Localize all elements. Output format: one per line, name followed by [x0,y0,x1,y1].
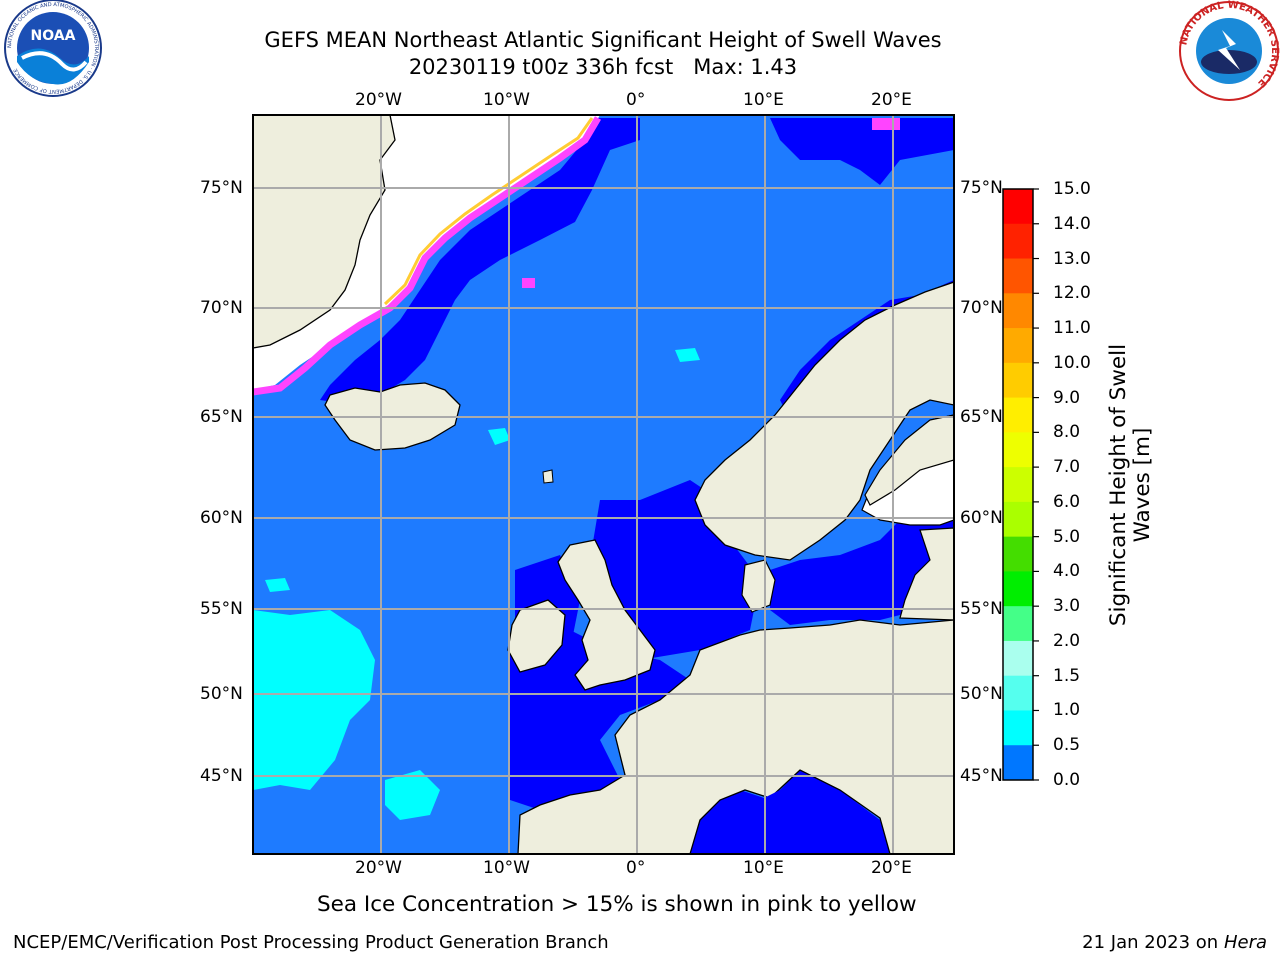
lon-label-bottom: 10°E [743,858,784,878]
noaa-logo-text: NOAA [31,28,76,44]
colorbar-tick-label: 10.0 [1053,352,1091,373]
colorbar-block [1003,223,1033,260]
colorbar-tick-label: 1.0 [1053,700,1081,721]
lat-label-left: 75°N [200,178,243,198]
cyan-swell-patch-southwest [385,770,440,820]
colorbar-block [1003,362,1033,399]
colorbar-tick-label: 8.0 [1053,422,1081,443]
colorbar-block [1003,571,1033,607]
lat-label-left: 65°N [200,407,243,427]
lon-label-top: 20°W [355,90,402,110]
lat-label-left: 60°N [200,508,243,528]
lat-label-right: 65°N [960,407,1003,427]
low-swell-area-norwegian-sea [320,118,640,405]
lat-label-left: 50°N [200,684,243,704]
sea-ice-edge-pink [253,116,602,396]
lat-label-right: 60°N [960,508,1003,528]
colorbar-tick-label: 9.0 [1053,387,1081,408]
lat-label-right: 75°N [960,178,1003,198]
colorbar-block [1003,397,1033,433]
colorbar-tick-label: 6.0 [1053,491,1081,512]
colorbar-tick-label: 0.5 [1053,735,1081,756]
greenland-land [253,115,396,349]
great-britain-land [557,539,656,691]
map-title-line-1: GEFS MEAN Northeast Atlantic Significant… [264,28,942,52]
lon-label-top: 10°W [483,90,530,110]
colorbar-block [1003,536,1033,572]
colorbar-block [1003,189,1033,225]
cyan-swell-patch-small-3 [265,578,290,592]
colorbar-tick-label: 4.0 [1053,561,1081,582]
low-swell-area-barents [770,118,954,185]
colorbar-block [1003,675,1033,711]
sea-ice-edge-yellow [383,117,594,306]
footer-date-text: 21 Jan 2023 on [1082,932,1224,953]
colorbar-tick-label: 2.0 [1053,630,1081,651]
footer-host: Hera [1223,932,1267,953]
map-title-line-2: 20230119 t00z 336h fcst Max: 1.43 [408,55,798,79]
colorbar-block [1003,432,1033,468]
nws-logo: NATIONAL WEATHER SERVICE [1178,0,1280,101]
cyan-swell-patch-west-atlantic [253,610,375,790]
lon-label-bottom: 20°E [871,858,912,878]
colorbar-tick-label: 11.0 [1053,318,1091,339]
colorbar-block [1003,710,1033,746]
colorbar-tick-label: 13.0 [1053,248,1091,269]
lon-label-top: 0° [626,90,646,110]
scandinavia-land [694,281,954,561]
cyan-swell-patch-small-2 [675,348,700,362]
footer-credit: NCEP/EMC/Verification Post Processing Pr… [13,932,609,953]
cyan-swell-patch-small-1 [488,428,510,445]
lon-label-bottom: 20°W [355,858,402,878]
colorbar-block [1003,501,1033,538]
lat-label-right: 55°N [960,599,1003,619]
colorbar-tick-label: 3.0 [1053,596,1081,617]
colorbar-block [1003,640,1033,677]
footer-date: 21 Jan 2023 on Hera [1082,932,1267,954]
finland-baltic-land [864,400,954,506]
colorbar-tick-label: 5.0 [1053,526,1081,547]
colorbar-block [1003,328,1033,364]
colorbar-title: Significant Height of Swell Waves [m] [1106,343,1155,627]
colorbar-block [1003,258,1033,294]
colorbar-tick-label: 14.0 [1053,213,1091,234]
colorbar-tick-label: 12.0 [1053,283,1091,304]
low-swell-area-biscay-channel [510,630,690,810]
lat-label-right: 70°N [960,298,1003,318]
lat-label-left: 45°N [200,766,243,786]
graticule [253,115,954,854]
lon-label-bottom: 10°W [483,858,530,878]
colorbar-block [1003,745,1033,781]
lat-label-right: 45°N [960,766,1003,786]
colorbar-block [1003,467,1033,503]
colorbar-block [1003,606,1033,642]
jan-mayen-ice [522,278,535,288]
map-frame [252,114,955,855]
noaa-logo: NOAA NATIONAL OCEANIC AND ATMOSPHERIC AD… [4,0,102,97]
lon-label-top: 20°E [871,90,912,110]
tyrrhenian-adriatic-sea [760,780,885,854]
colorbar-frame [1002,188,1034,781]
faroe-islands [542,469,554,484]
lat-label-left: 70°N [200,298,243,318]
lon-label-top: 10°E [743,90,784,110]
sea-ice-caption: Sea Ice Concentration > 15% is shown in … [317,892,917,917]
colorbar-tick-label: 7.0 [1053,457,1081,478]
colorbar-tick-label: 0.0 [1053,770,1081,790]
lat-label-right: 50°N [960,684,1003,704]
colorbar-tick-label: 15.0 [1053,179,1091,199]
colorbar-block [1003,293,1033,329]
ireland-land [507,599,566,673]
lat-label-left: 55°N [200,599,243,619]
lon-label-bottom: 0° [626,858,646,878]
colorbar-tick-label: 1.5 [1053,665,1081,686]
